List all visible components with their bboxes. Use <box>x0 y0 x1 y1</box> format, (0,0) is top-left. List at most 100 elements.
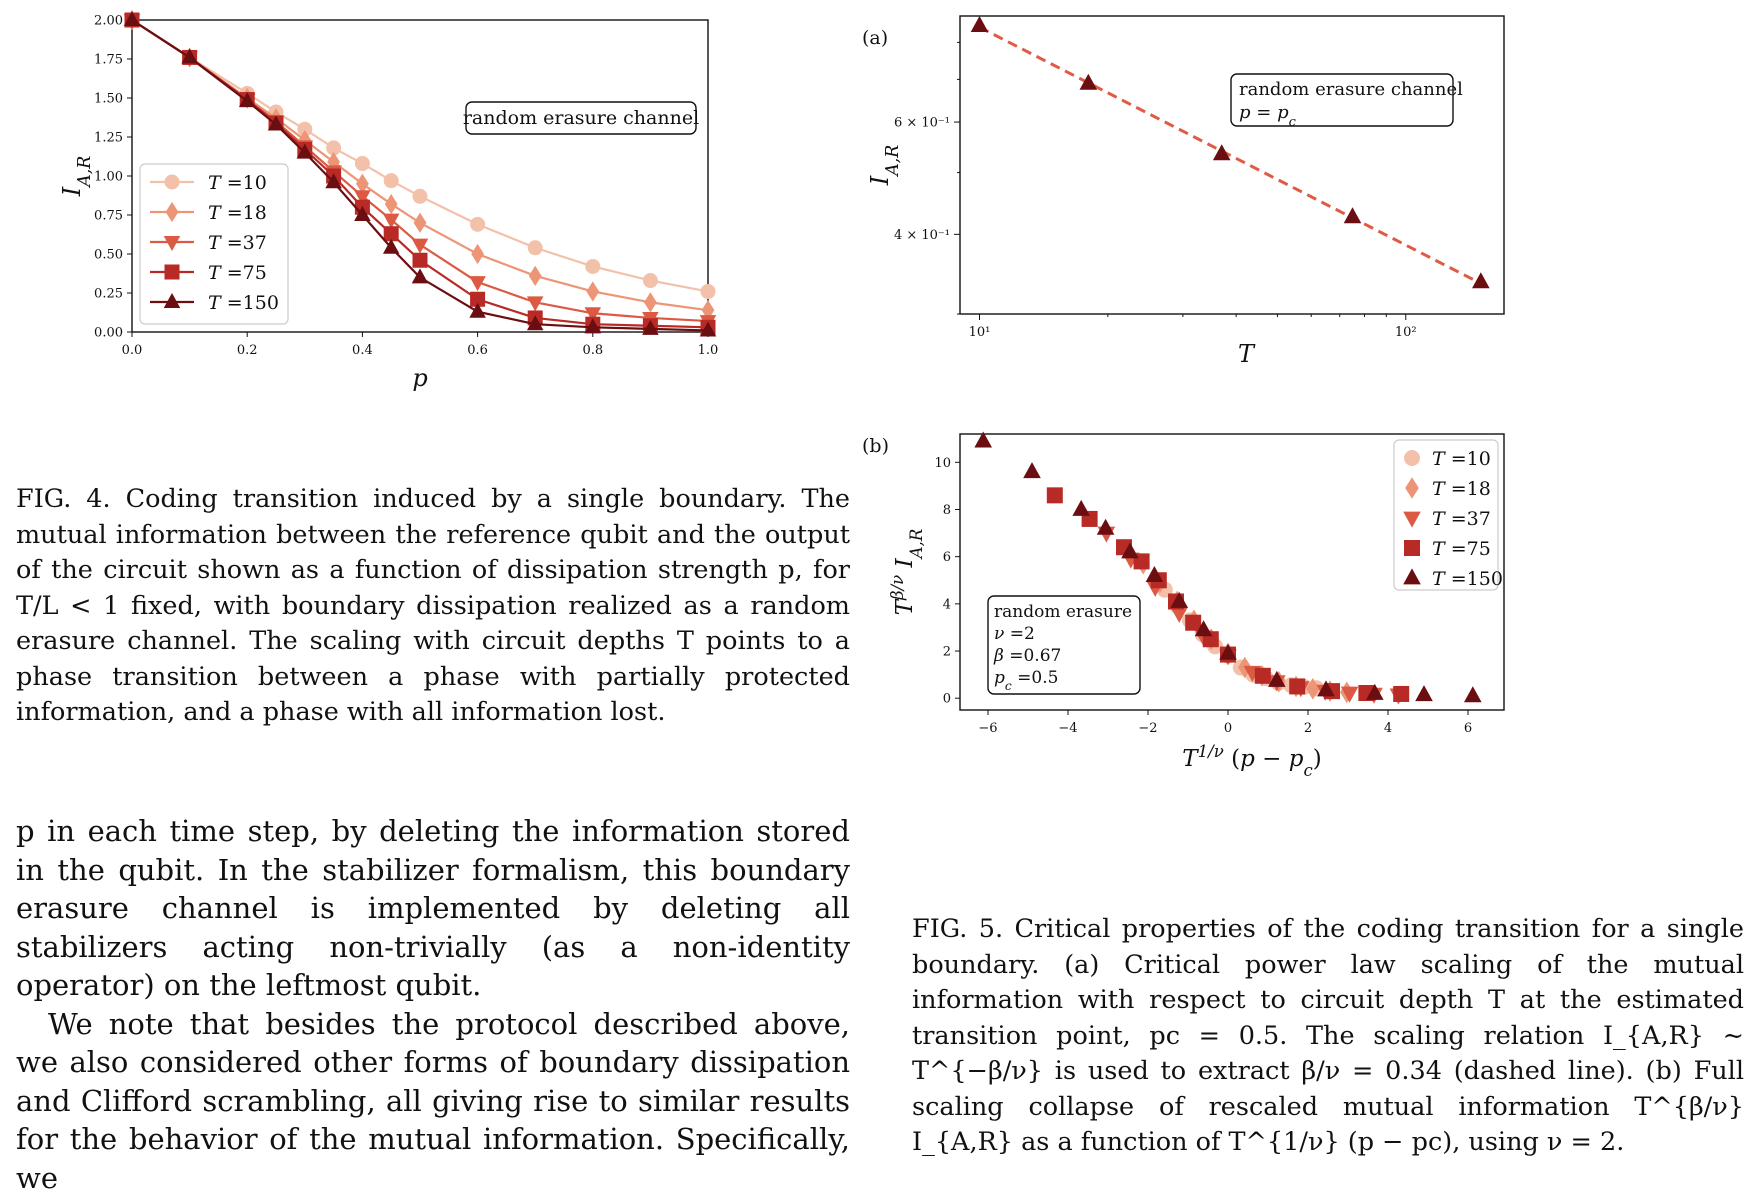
y-tick-label: 0.50 <box>94 248 123 263</box>
legend-label: T =18 <box>1432 478 1491 500</box>
data-point <box>643 273 658 288</box>
legend-label: T =75 <box>1432 538 1491 560</box>
data-point <box>586 281 599 301</box>
legend-marker <box>165 175 180 190</box>
x-tick-label: 0.2 <box>237 343 258 358</box>
legend-label: T =10 <box>208 172 267 194</box>
data-point <box>1185 615 1201 631</box>
legend-marker <box>165 265 180 280</box>
x-axis-label: p <box>412 364 427 392</box>
y-tick-label: 6 × 10⁻¹ <box>894 116 950 131</box>
data-point <box>1393 686 1409 702</box>
data-point <box>1255 668 1271 684</box>
y-tick-label: 0 <box>943 692 951 707</box>
data-point <box>412 239 429 254</box>
data-point <box>1289 678 1305 694</box>
legend-marker <box>1404 540 1420 556</box>
panel-label: (b) <box>862 435 889 457</box>
y-tick-label: 6 <box>943 550 951 565</box>
data-point <box>701 284 716 299</box>
data-point <box>1023 462 1041 478</box>
legend-label: T =37 <box>1432 508 1491 530</box>
data-point <box>355 156 370 171</box>
annotation-text: random erasure channel <box>463 107 699 129</box>
x-tick-label: 0.4 <box>352 343 373 358</box>
data-point <box>1080 74 1098 90</box>
panel-label: (a) <box>862 27 888 49</box>
fig4-caption: FIG. 4. Coding transition induced by a s… <box>16 482 850 731</box>
annotation-text: random erasure <box>994 602 1132 622</box>
x-tick-label: 10¹ <box>969 325 991 340</box>
data-point <box>585 259 600 274</box>
data-point <box>413 253 428 268</box>
legend-label: T =75 <box>208 262 267 284</box>
body-text: p in each time step, by deleting the inf… <box>16 812 850 1197</box>
legend-label: T =18 <box>208 202 267 224</box>
y-tick-label: 0.25 <box>94 287 123 302</box>
data-point <box>1344 207 1362 223</box>
x-tick-label: 0.6 <box>467 343 488 358</box>
data-point <box>528 240 543 255</box>
x-tick-label: 4 <box>1384 721 1392 736</box>
y-tick-label: 1.00 <box>94 170 123 185</box>
data-point <box>1047 487 1063 503</box>
y-axis-label: Tβ/ν IA,R <box>888 529 926 616</box>
data-point <box>529 266 542 286</box>
x-tick-label: −4 <box>1058 721 1077 736</box>
y-tick-label: 4 × 10⁻¹ <box>894 228 950 243</box>
y-tick-label: 10 <box>934 456 951 471</box>
data-point <box>1072 500 1090 516</box>
x-tick-label: −2 <box>1138 721 1157 736</box>
x-tick-label: −6 <box>978 721 997 736</box>
body-paragraph: p in each time step, by deleting the inf… <box>16 812 850 1005</box>
x-tick-label: 0.0 <box>122 343 143 358</box>
data-point <box>414 213 427 233</box>
x-tick-label: 2 <box>1304 721 1312 736</box>
x-tick-label: 0 <box>1224 721 1232 736</box>
data-point <box>644 292 657 312</box>
y-tick-label: 0.75 <box>94 209 123 224</box>
annotation-text: random erasure channel <box>1239 79 1463 100</box>
data-point <box>384 173 399 188</box>
data-point <box>971 16 989 32</box>
fig4-chart: 0.0 0.2 0.4 0.6 0.8 1.0 0.00 0.25 0.50 0.75 1.00 1.… <box>60 14 820 434</box>
legend-label: T =150 <box>208 292 279 314</box>
legend-label: T =150 <box>1432 568 1503 590</box>
data-point <box>1472 272 1490 288</box>
fig4-svg: 0.0 0.2 0.4 0.6 0.8 1.0 0.00 0.25 0.50 0.75 1.00 1.… <box>60 14 820 434</box>
data-point <box>470 217 485 232</box>
annotation-text: β =0.67 <box>993 646 1061 666</box>
y-axis-label: IA,R <box>58 156 95 197</box>
body-paragraph: We note that besides the protocol descri… <box>16 1005 850 1197</box>
x-tick-label: 1.0 <box>698 343 719 358</box>
y-tick-label: 2.00 <box>94 14 123 29</box>
legend-label: T =37 <box>208 232 267 254</box>
data-point <box>1464 686 1482 702</box>
x-tick-label: 10² <box>1395 325 1417 340</box>
y-tick-label: 8 <box>943 503 951 518</box>
x-tick-label: 0.8 <box>582 343 603 358</box>
data-point <box>413 189 428 204</box>
y-tick-label: 1.75 <box>94 53 123 68</box>
y-tick-label: 1.50 <box>94 92 123 107</box>
y-tick-label: 0.00 <box>94 326 123 341</box>
data-point <box>385 194 398 214</box>
y-tick-label: 1.25 <box>94 131 123 146</box>
legend-label: T =10 <box>1432 448 1491 470</box>
data-point <box>1415 685 1433 701</box>
x-axis-label: T1/ν (p − pc) <box>1182 742 1321 780</box>
x-tick-label: 6 <box>1464 721 1472 736</box>
fig5-caption: FIG. 5. Critical properties of the codin… <box>912 912 1744 1161</box>
data-point <box>471 244 484 264</box>
fit-line <box>980 27 1481 283</box>
y-tick-label: 4 <box>943 597 951 612</box>
y-axis-label: IA,R <box>866 145 903 186</box>
plot-frame <box>960 16 1504 314</box>
annotation-text: ν =2 <box>994 624 1035 644</box>
y-tick-label: 2 <box>943 645 951 660</box>
legend-marker <box>1404 450 1420 466</box>
